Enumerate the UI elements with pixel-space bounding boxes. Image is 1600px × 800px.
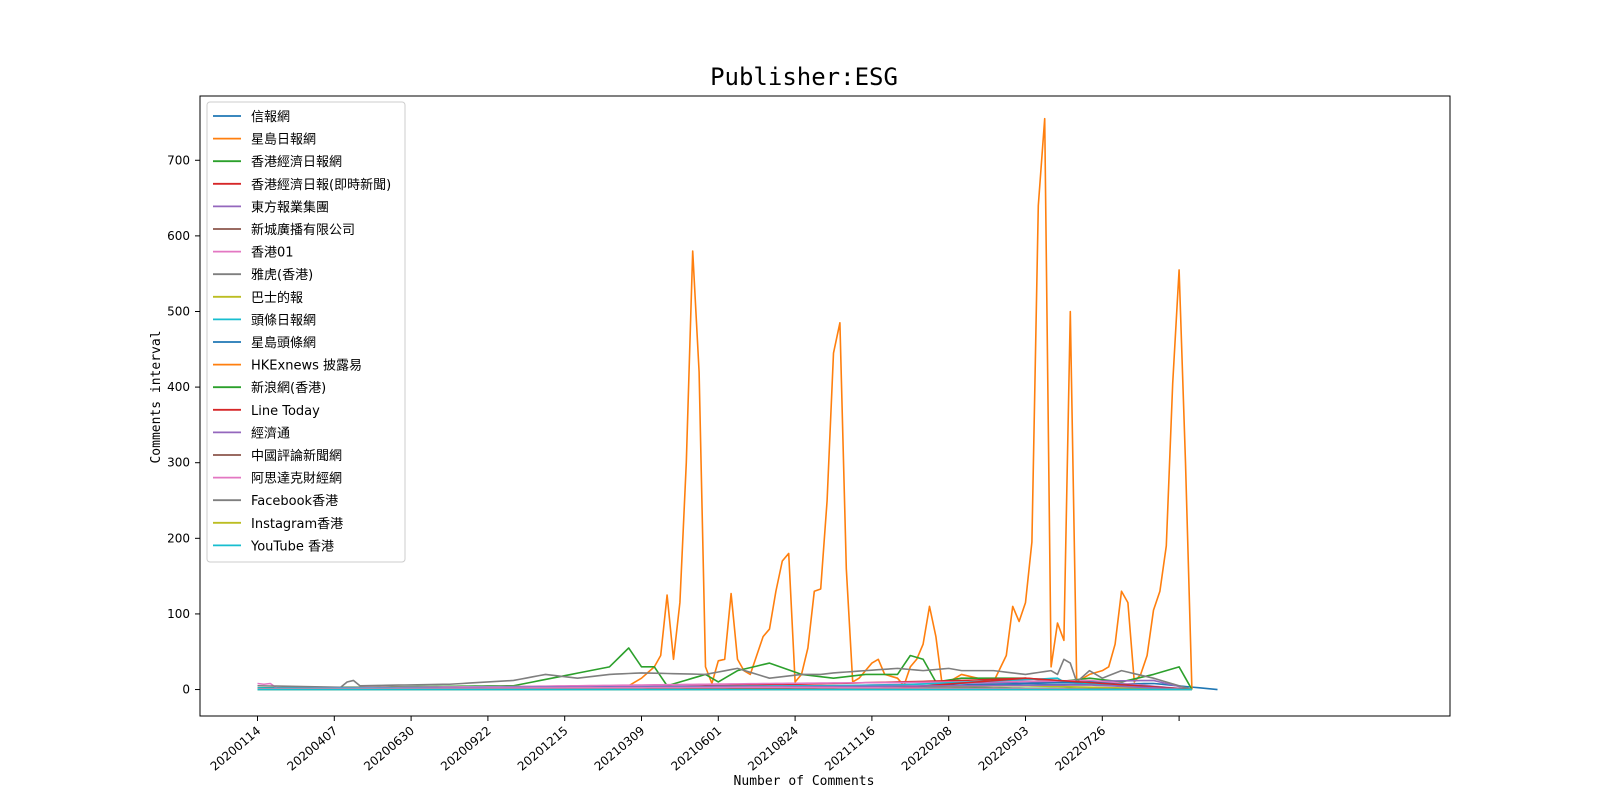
y-tick-label: 600 xyxy=(167,229,190,243)
legend-label: 頭條日報網 xyxy=(251,313,316,328)
x-tick-label: 20200630 xyxy=(361,724,417,774)
legend-label: 經濟通 xyxy=(251,425,290,441)
legend-label: Instagram香港 xyxy=(251,517,343,532)
x-tick-label: 20200407 xyxy=(284,724,340,774)
legend-label: 新浪網(香港) xyxy=(251,380,326,396)
y-tick-label: 400 xyxy=(167,380,190,394)
chart-title: Publisher:ESG xyxy=(710,63,898,91)
legend-label: 阿思達克財經網 xyxy=(251,472,342,487)
legend-label: HKExnews 披露易 xyxy=(251,359,362,374)
x-tick-label: 20220726 xyxy=(1052,724,1108,774)
x-tick-label: 20200922 xyxy=(438,724,494,774)
x-axis: 20200114 20200407 20200630 20200922 20201215… xyxy=(208,716,1180,774)
legend-label: 星島日報網 xyxy=(251,133,316,148)
y-tick-label: 700 xyxy=(167,153,190,167)
x-tick-label: 20220503 xyxy=(976,724,1032,774)
legend-label: Facebook香港 xyxy=(251,494,338,509)
x-tick-label: 20210309 xyxy=(592,724,648,774)
legend-label: 香港經濟日報網 xyxy=(251,154,342,170)
x-tick-label: 20210824 xyxy=(745,724,801,774)
plot-frame xyxy=(199,95,1451,717)
series-line xyxy=(257,658,1193,691)
x-tick-label: 20220208 xyxy=(899,724,955,774)
legend-label: 信報網 xyxy=(251,110,290,125)
y-tick-label: 0 xyxy=(182,683,190,697)
legend-label: 香港經濟日報(即時新聞) xyxy=(251,177,391,193)
legend-label: Line Today xyxy=(251,404,320,419)
x-tick-label: 20211116 xyxy=(822,724,878,774)
plot-area xyxy=(257,117,1218,691)
x-tick-label: 20210601 xyxy=(668,724,724,774)
legend-label: 雅虎(香港) xyxy=(251,268,313,283)
legend-label: 中國評論新聞網 xyxy=(251,448,342,464)
y-tick-label: 500 xyxy=(167,304,190,318)
y-tick-label: 300 xyxy=(167,456,190,470)
legend-label: 東方報業集團 xyxy=(251,199,329,215)
y-axis-label: Comments interval xyxy=(149,330,164,463)
x-axis-label: Number of Comments xyxy=(734,774,875,789)
y-tick-label: 200 xyxy=(167,531,190,545)
legend-label: YouTube 香港 xyxy=(250,539,334,554)
x-tick-label: 20200114 xyxy=(208,724,264,774)
legend-label: 星島頭條網 xyxy=(251,336,316,351)
legend-frame xyxy=(206,101,406,563)
y-tick-label: 100 xyxy=(167,607,190,621)
x-tick-label: 20201215 xyxy=(515,724,571,774)
y-axis: 0 100 200 300 400 500 600 700 xyxy=(167,153,200,697)
legend-label: 新城廣播有限公司 xyxy=(251,222,355,238)
legend-label: 巴士的報 xyxy=(251,290,303,306)
series-line xyxy=(257,686,1192,691)
legend-label: 香港01 xyxy=(251,246,294,261)
